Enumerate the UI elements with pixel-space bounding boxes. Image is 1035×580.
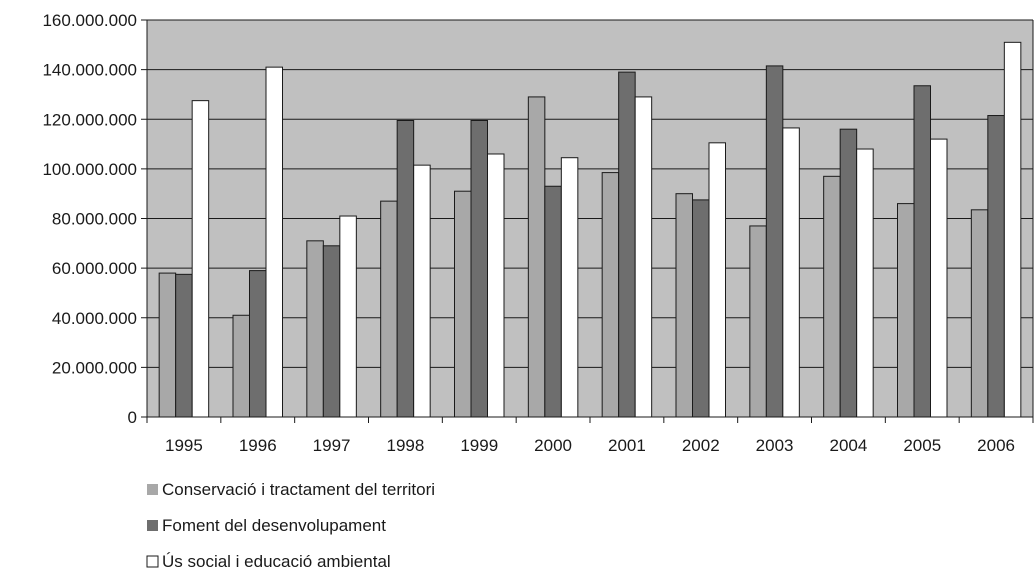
bar bbox=[265, 66, 283, 418]
legend-label: Conservació i tractament del territori bbox=[162, 480, 435, 499]
y-tick-label: 80.000.000 bbox=[52, 210, 137, 229]
legend-label: Foment del desenvolupament bbox=[162, 516, 386, 535]
legend-swatch bbox=[147, 520, 158, 531]
bar bbox=[249, 270, 267, 418]
bar bbox=[634, 96, 653, 418]
y-tick-label: 100.000.000 bbox=[42, 160, 137, 179]
y-tick-label: 60.000.000 bbox=[52, 259, 137, 278]
bar bbox=[601, 172, 620, 418]
bar bbox=[823, 175, 841, 418]
legend-item: Conservació i tractament del territori bbox=[147, 480, 435, 499]
bar bbox=[158, 272, 177, 418]
y-tick-label: 0 bbox=[128, 408, 137, 427]
x-tick-label: 1996 bbox=[239, 436, 277, 455]
legend-item: Foment del desenvolupament bbox=[147, 516, 386, 535]
bar bbox=[692, 199, 710, 418]
x-tick-label: 2000 bbox=[534, 436, 572, 455]
x-axis: 1995 1996 1997 1998 1999 2000 2001 2002 2003 2004… bbox=[146, 416, 1034, 455]
x-tick-label: 1999 bbox=[460, 436, 498, 455]
bar bbox=[675, 193, 693, 418]
bar bbox=[970, 209, 989, 418]
bar bbox=[839, 128, 858, 418]
x-tick-label: 2006 bbox=[977, 436, 1015, 455]
bar bbox=[380, 200, 398, 418]
bar bbox=[708, 142, 726, 418]
bar bbox=[470, 119, 488, 418]
x-tick-label: 1997 bbox=[313, 436, 351, 455]
bar bbox=[560, 157, 579, 418]
bar bbox=[544, 185, 562, 418]
x-tick-label: 2001 bbox=[608, 436, 646, 455]
bar bbox=[527, 96, 546, 418]
bar bbox=[454, 190, 472, 418]
legend: Conservació i tractament del territori Fo… bbox=[146, 480, 435, 571]
bar bbox=[487, 153, 505, 418]
bar bbox=[749, 225, 767, 418]
y-tick-label: 40.000.000 bbox=[52, 309, 137, 328]
x-tick-label: 1998 bbox=[387, 436, 425, 455]
bar bbox=[396, 119, 415, 418]
x-tick-label: 2004 bbox=[830, 436, 868, 455]
bar bbox=[232, 314, 250, 418]
bar bbox=[930, 138, 948, 418]
bar bbox=[856, 148, 874, 418]
y-tick-label: 160.000.000 bbox=[42, 11, 137, 30]
bar bbox=[618, 71, 636, 418]
series-2 bbox=[175, 65, 1005, 418]
bar bbox=[191, 100, 210, 418]
bar bbox=[782, 127, 800, 418]
x-tick-label: 2003 bbox=[756, 436, 794, 455]
legend-label: Ús social i educació ambiental bbox=[162, 552, 391, 571]
y-tick-label: 20.000.000 bbox=[52, 358, 137, 377]
bar bbox=[413, 164, 431, 418]
bar bbox=[913, 85, 931, 418]
x-tick-label: 2002 bbox=[682, 436, 720, 455]
bar bbox=[339, 215, 357, 418]
legend-item: Ús social i educació ambiental bbox=[146, 552, 391, 571]
bar bbox=[322, 245, 341, 418]
x-tick-label: 1995 bbox=[165, 436, 203, 455]
plot-area bbox=[147, 19, 1034, 418]
y-axis: 0 20.000.000 40.000.000 60.000.000 80.000.00… bbox=[42, 11, 148, 427]
bar bbox=[1003, 41, 1022, 418]
legend-swatch bbox=[146, 555, 159, 568]
y-tick-label: 140.000.000 bbox=[42, 61, 137, 80]
bar bbox=[765, 65, 784, 418]
bar bbox=[175, 273, 193, 418]
bar bbox=[987, 115, 1005, 418]
x-tick-label: 2005 bbox=[903, 436, 941, 455]
y-tick-label: 120.000.000 bbox=[42, 110, 137, 129]
bar bbox=[306, 240, 324, 418]
legend-swatch bbox=[147, 484, 158, 495]
series-3 bbox=[191, 41, 1022, 418]
bar bbox=[897, 203, 915, 418]
